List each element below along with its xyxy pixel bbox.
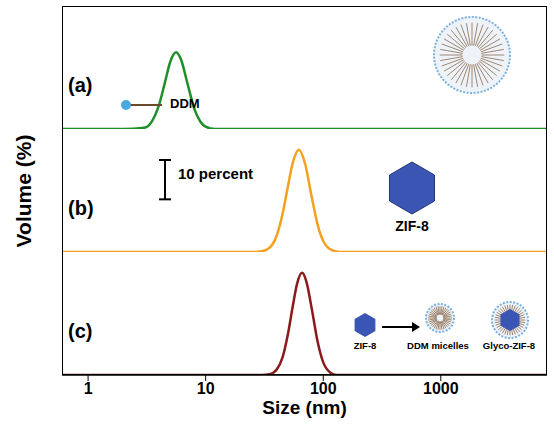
html-text:DDM: DDM [170,96,200,111]
html-text:10 percent: 10 percent [178,165,253,182]
html-text:(a): (a) [68,74,93,96]
html-text:(c): (c) [68,320,93,342]
html-text:Size (nm): Size (nm) [262,397,347,418]
html-text:ZIF-8: ZIF-8 [353,340,377,351]
html-text:Volume (%): Volume (%) [12,134,35,247]
html-text:ZIF-8: ZIF-8 [395,218,429,234]
html-text:Glyco-ZIF-8: Glyco-ZIF-8 [482,340,536,351]
svg-text:100: 100 [310,380,337,397]
svg-text:1: 1 [84,380,93,397]
html-text:(b): (b) [68,197,94,219]
html-text:DDM micelles: DDM micelles [407,340,469,351]
svg-text:10: 10 [197,380,215,397]
svg-text:1000: 1000 [423,380,459,397]
